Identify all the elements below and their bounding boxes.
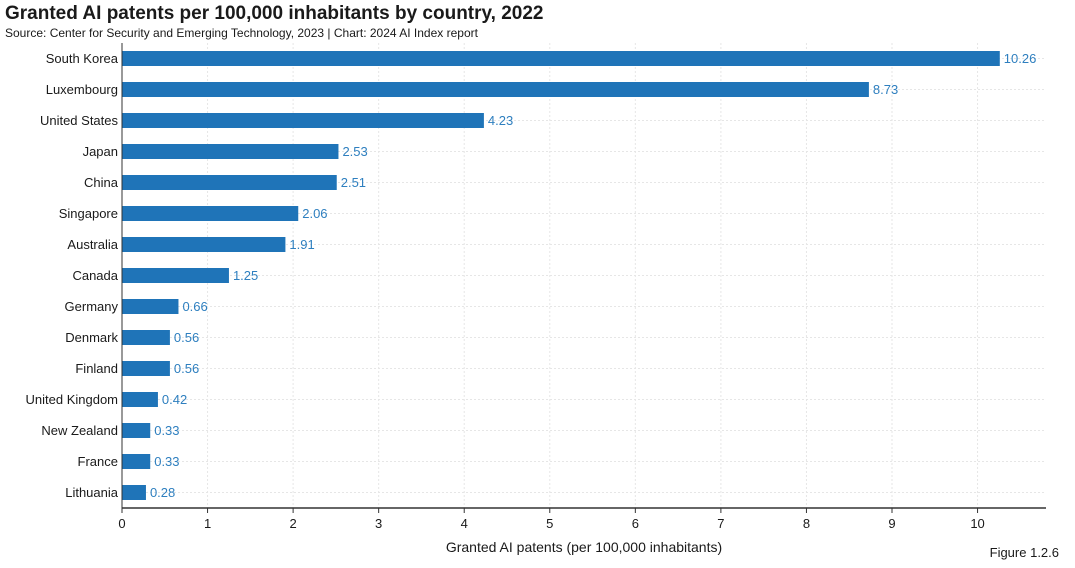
category-label: Australia [67, 237, 118, 252]
category-label: New Zealand [41, 423, 118, 438]
value-label: 0.66 [182, 299, 207, 314]
value-label: 2.53 [342, 144, 367, 159]
value-label: 8.73 [873, 82, 898, 97]
value-label: 1.91 [289, 237, 314, 252]
bar [122, 299, 179, 314]
value-label: 0.33 [154, 423, 179, 438]
figure-label: Figure 1.2.6 [989, 545, 1059, 560]
value-label: 0.28 [150, 485, 175, 500]
value-label: 2.06 [302, 206, 327, 221]
value-label: 0.42 [162, 392, 187, 407]
grid-layer [121, 43, 1046, 508]
category-label: Lithuania [65, 485, 119, 500]
bar [122, 206, 299, 221]
chart-title: Granted AI patents per 100,000 inhabitan… [5, 3, 544, 24]
value-label: 4.23 [488, 113, 513, 128]
label-layer: South Korea 10.26 Luxembourg 8.73 United Sta… [26, 51, 1037, 500]
category-label: South Korea [46, 51, 119, 66]
bar [122, 423, 151, 438]
x-tick-label: 7 [717, 516, 724, 531]
x-tick-label: 3 [375, 516, 382, 531]
bar [122, 330, 170, 345]
axis-layer: 0 1 2 3 4 5 6 7 8 9 10 [118, 43, 1046, 531]
x-tick-label: 8 [803, 516, 810, 531]
bar [122, 82, 869, 97]
x-tick-label: 9 [888, 516, 895, 531]
x-tick-label: 6 [632, 516, 639, 531]
category-label: Finland [75, 361, 118, 376]
x-tick-label: 4 [461, 516, 468, 531]
category-label: Germany [65, 299, 119, 314]
chart-subtitle: Source: Center for Security and Emerging… [5, 26, 478, 40]
bar [122, 268, 229, 283]
value-label: 0.56 [174, 361, 199, 376]
bar [122, 361, 170, 376]
category-label: France [78, 454, 118, 469]
bar [122, 144, 339, 159]
bar [122, 392, 158, 407]
category-label: Singapore [59, 206, 118, 221]
category-label: Denmark [65, 330, 118, 345]
category-label: Japan [83, 144, 118, 159]
bar [122, 237, 286, 252]
value-label: 0.33 [154, 454, 179, 469]
value-label: 1.25 [233, 268, 258, 283]
bar [122, 113, 484, 128]
bar-layer [122, 51, 1000, 500]
x-tick-label: 1 [204, 516, 211, 531]
category-label: Canada [72, 268, 118, 283]
value-label: 2.51 [341, 175, 366, 190]
x-tick-label: 2 [289, 516, 296, 531]
category-label: United Kingdom [26, 392, 119, 407]
category-label: United States [40, 113, 119, 128]
bar [122, 51, 1000, 66]
value-label: 10.26 [1004, 51, 1037, 66]
category-label: China [84, 175, 119, 190]
bar [122, 485, 146, 500]
x-axis-title: Granted AI patents (per 100,000 inhabita… [446, 539, 722, 555]
value-label: 0.56 [174, 330, 199, 345]
x-tick-label: 10 [970, 516, 984, 531]
x-tick-label: 0 [118, 516, 125, 531]
category-label: Luxembourg [46, 82, 118, 97]
bar [122, 454, 151, 469]
x-tick-label: 5 [546, 516, 553, 531]
bar [122, 175, 337, 190]
